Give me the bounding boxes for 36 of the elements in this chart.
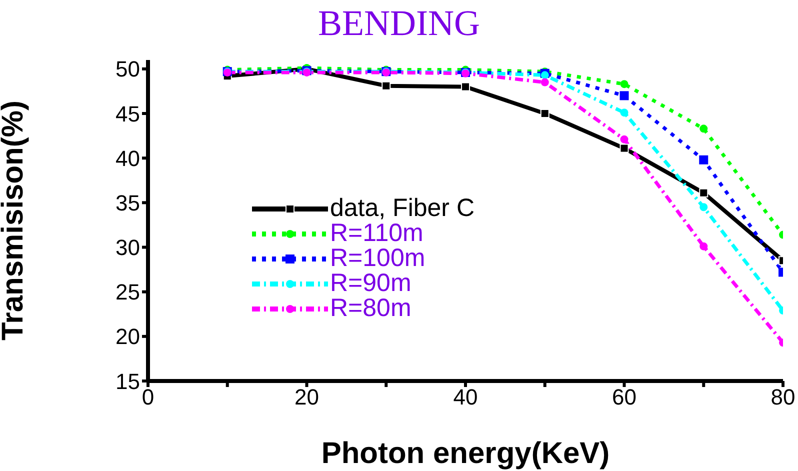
point	[620, 80, 628, 88]
point	[620, 144, 629, 153]
point	[540, 71, 549, 80]
x-tick-label: 80	[770, 384, 796, 410]
x-tick-label: 60	[612, 384, 636, 410]
legend-label: R=110m	[330, 219, 424, 247]
y-tick-label: 45	[116, 101, 140, 126]
point	[382, 81, 391, 90]
point	[700, 124, 708, 133]
y-axis-title: Transmisison(%)	[0, 100, 30, 341]
point	[699, 188, 708, 198]
point	[620, 135, 628, 144]
point	[620, 108, 628, 117]
y-tick-label: 50	[116, 56, 140, 82]
legend-label: data, Fiber C	[330, 194, 475, 222]
y-tick-label: 40	[116, 146, 140, 171]
point	[699, 155, 708, 164]
point	[700, 203, 708, 212]
y-tick-label: 35	[116, 190, 140, 216]
y-tick-label: 15	[116, 368, 140, 394]
x-tick-label: 0	[142, 384, 154, 410]
y-tick-label: 20	[116, 324, 140, 350]
point	[700, 242, 708, 250]
x-tick-label: 40	[453, 384, 478, 410]
chart-title: BENDING	[317, 2, 481, 44]
point	[461, 82, 470, 92]
y-tick-label: 30	[116, 235, 140, 260]
x-axis-title: Photon energy(KeV)	[321, 437, 610, 470]
point	[540, 109, 550, 118]
point	[540, 78, 549, 86]
x-tick-label: 20	[294, 384, 319, 410]
point	[620, 91, 629, 100]
legend-label: R=100m	[330, 244, 426, 272]
legend-label: R=80m	[330, 294, 412, 322]
legend-label: R=90m	[330, 269, 412, 297]
y-tick-label: 25	[116, 280, 140, 305]
